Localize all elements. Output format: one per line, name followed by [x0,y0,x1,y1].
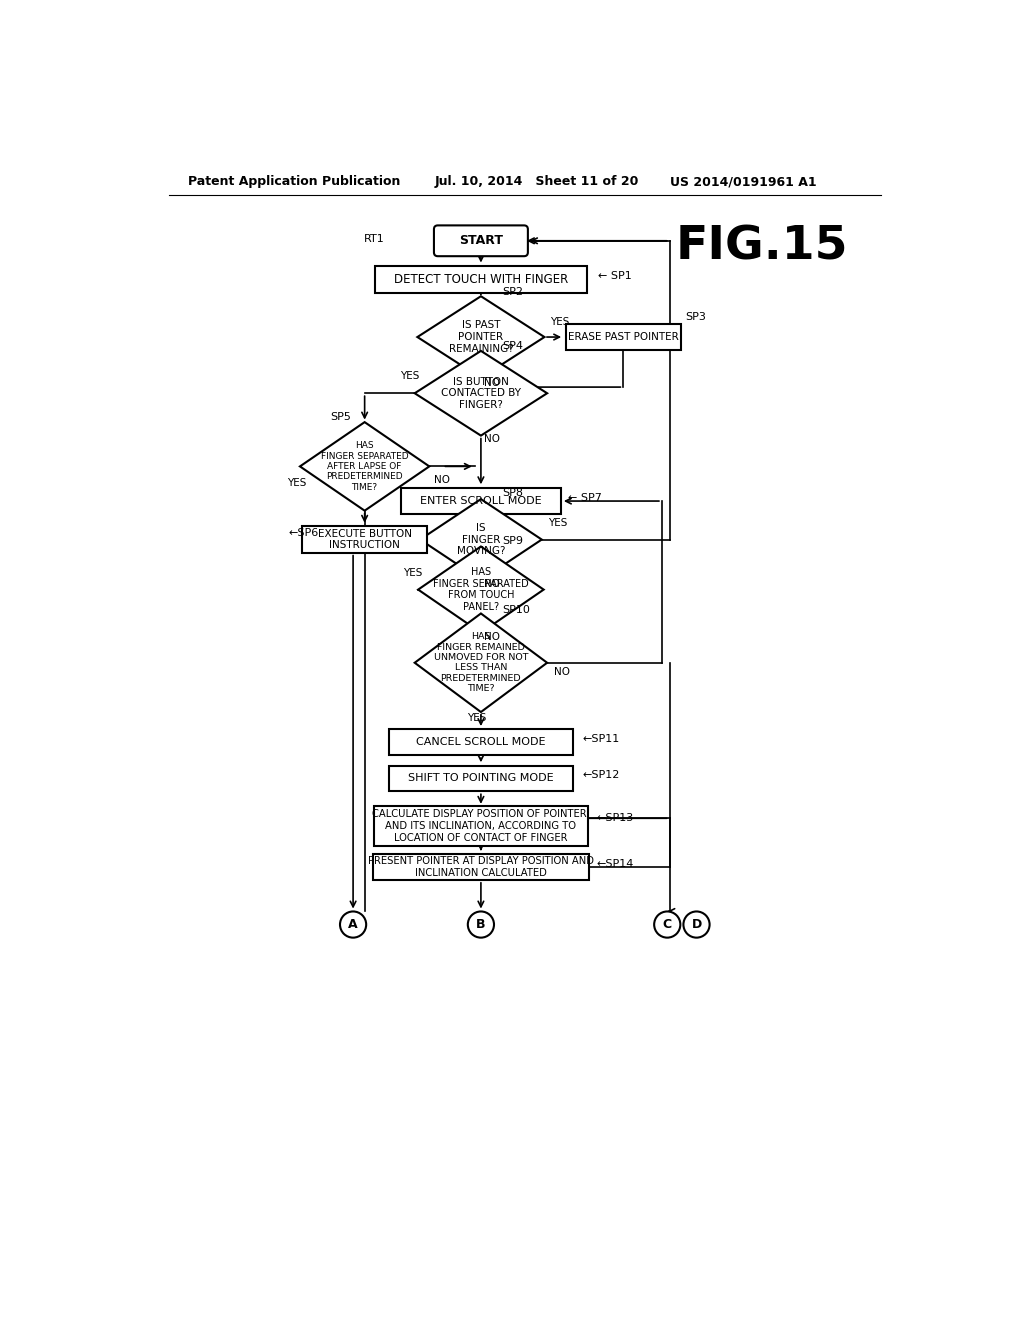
Bar [565,323,681,350]
Text: SP9: SP9 [503,536,523,546]
Text: D: D [691,917,701,931]
Polygon shape [418,296,545,378]
Text: DETECT TOUCH WITH FINGER: DETECT TOUCH WITH FINGER [394,273,568,286]
Text: ←SP6: ←SP6 [288,528,318,539]
Text: SP2: SP2 [503,286,523,297]
Text: Patent Application Publication: Patent Application Publication [188,176,400,187]
Bar [373,854,589,879]
Text: ←SP12: ←SP12 [583,770,620,780]
Text: ←SP14: ←SP14 [596,859,634,869]
Text: HAS
FINGER REMAINED
UNMOVED FOR NOT
LESS THAN
PREDETERMINED
TIME?: HAS FINGER REMAINED UNMOVED FOR NOT LESS… [433,632,528,693]
Text: A: A [348,917,358,931]
Text: YES: YES [287,478,306,488]
Text: IS PAST
POINTER
REMAINING?: IS PAST POINTER REMAINING? [449,321,513,354]
Text: HAS
FINGER SEPARATED
FROM TOUCH
PANEL?: HAS FINGER SEPARATED FROM TOUCH PANEL? [433,568,528,612]
Text: ←SP11: ←SP11 [583,734,620,744]
Bar [302,527,427,553]
Text: YES: YES [548,517,567,528]
Text: ← SP7: ← SP7 [568,492,602,503]
Text: Jul. 10, 2014   Sheet 11 of 20: Jul. 10, 2014 Sheet 11 of 20 [435,176,639,187]
Text: IS BUTTON
CONTACTED BY
FINGER?: IS BUTTON CONTACTED BY FINGER? [441,376,521,409]
Circle shape [683,912,710,937]
Text: IS
FINGER
MOVING?: IS FINGER MOVING? [457,523,505,556]
Bar [400,488,561,515]
Text: START: START [459,234,503,247]
Text: ENTER SCROLL MODE: ENTER SCROLL MODE [420,496,542,506]
Text: NO: NO [484,632,500,643]
Text: NO: NO [484,579,500,589]
Text: NO: NO [484,379,500,388]
Text: SP8: SP8 [503,488,523,499]
Bar [388,730,573,755]
Text: SP4: SP4 [503,341,523,351]
Text: ERASE PAST POINTER: ERASE PAST POINTER [568,333,679,342]
Text: CALCULATE DISPLAY POSITION OF POINTER,
AND ITS INCLINATION, ACCORDING TO
LOCATIO: CALCULATE DISPLAY POSITION OF POINTER, A… [372,809,590,842]
Text: ←SP13: ←SP13 [596,813,634,824]
Polygon shape [415,614,547,711]
Text: NO: NO [554,667,570,677]
Text: SHIFT TO POINTING MODE: SHIFT TO POINTING MODE [409,774,554,783]
Text: EXECUTE BUTTON
INSTRUCTION: EXECUTE BUTTON INSTRUCTION [317,529,412,550]
Polygon shape [415,351,547,436]
Circle shape [654,912,680,937]
Text: FIG.15: FIG.15 [676,224,848,269]
Text: PRESENT POINTER AT DISPLAY POSITION AND
INCLINATION CALCULATED: PRESENT POINTER AT DISPLAY POSITION AND … [368,855,594,878]
Text: SP10: SP10 [503,606,530,615]
Bar [388,766,573,791]
Circle shape [340,912,367,937]
Text: C: C [663,917,672,931]
Circle shape [468,912,494,937]
Bar [374,807,588,846]
Text: ← SP1: ← SP1 [598,271,632,281]
Text: RT1: RT1 [364,234,385,244]
Text: US 2014/0191961 A1: US 2014/0191961 A1 [670,176,816,187]
Text: YES: YES [550,317,569,326]
Polygon shape [418,546,544,632]
FancyBboxPatch shape [434,226,528,256]
Bar [375,265,587,293]
Text: SP5: SP5 [330,412,351,422]
Text: YES: YES [400,371,420,381]
Text: B: B [476,917,485,931]
Text: SP3: SP3 [685,312,706,322]
Polygon shape [300,422,429,511]
Text: HAS
FINGER SEPARATED
AFTER LAPSE OF
PREDETERMINED
TIME?: HAS FINGER SEPARATED AFTER LAPSE OF PRED… [321,441,409,492]
Text: NO: NO [434,475,450,486]
Text: YES: YES [467,713,486,723]
Text: YES: YES [403,568,423,578]
Text: NO: NO [484,434,500,445]
Polygon shape [420,499,542,579]
Text: CANCEL SCROLL MODE: CANCEL SCROLL MODE [416,737,546,747]
